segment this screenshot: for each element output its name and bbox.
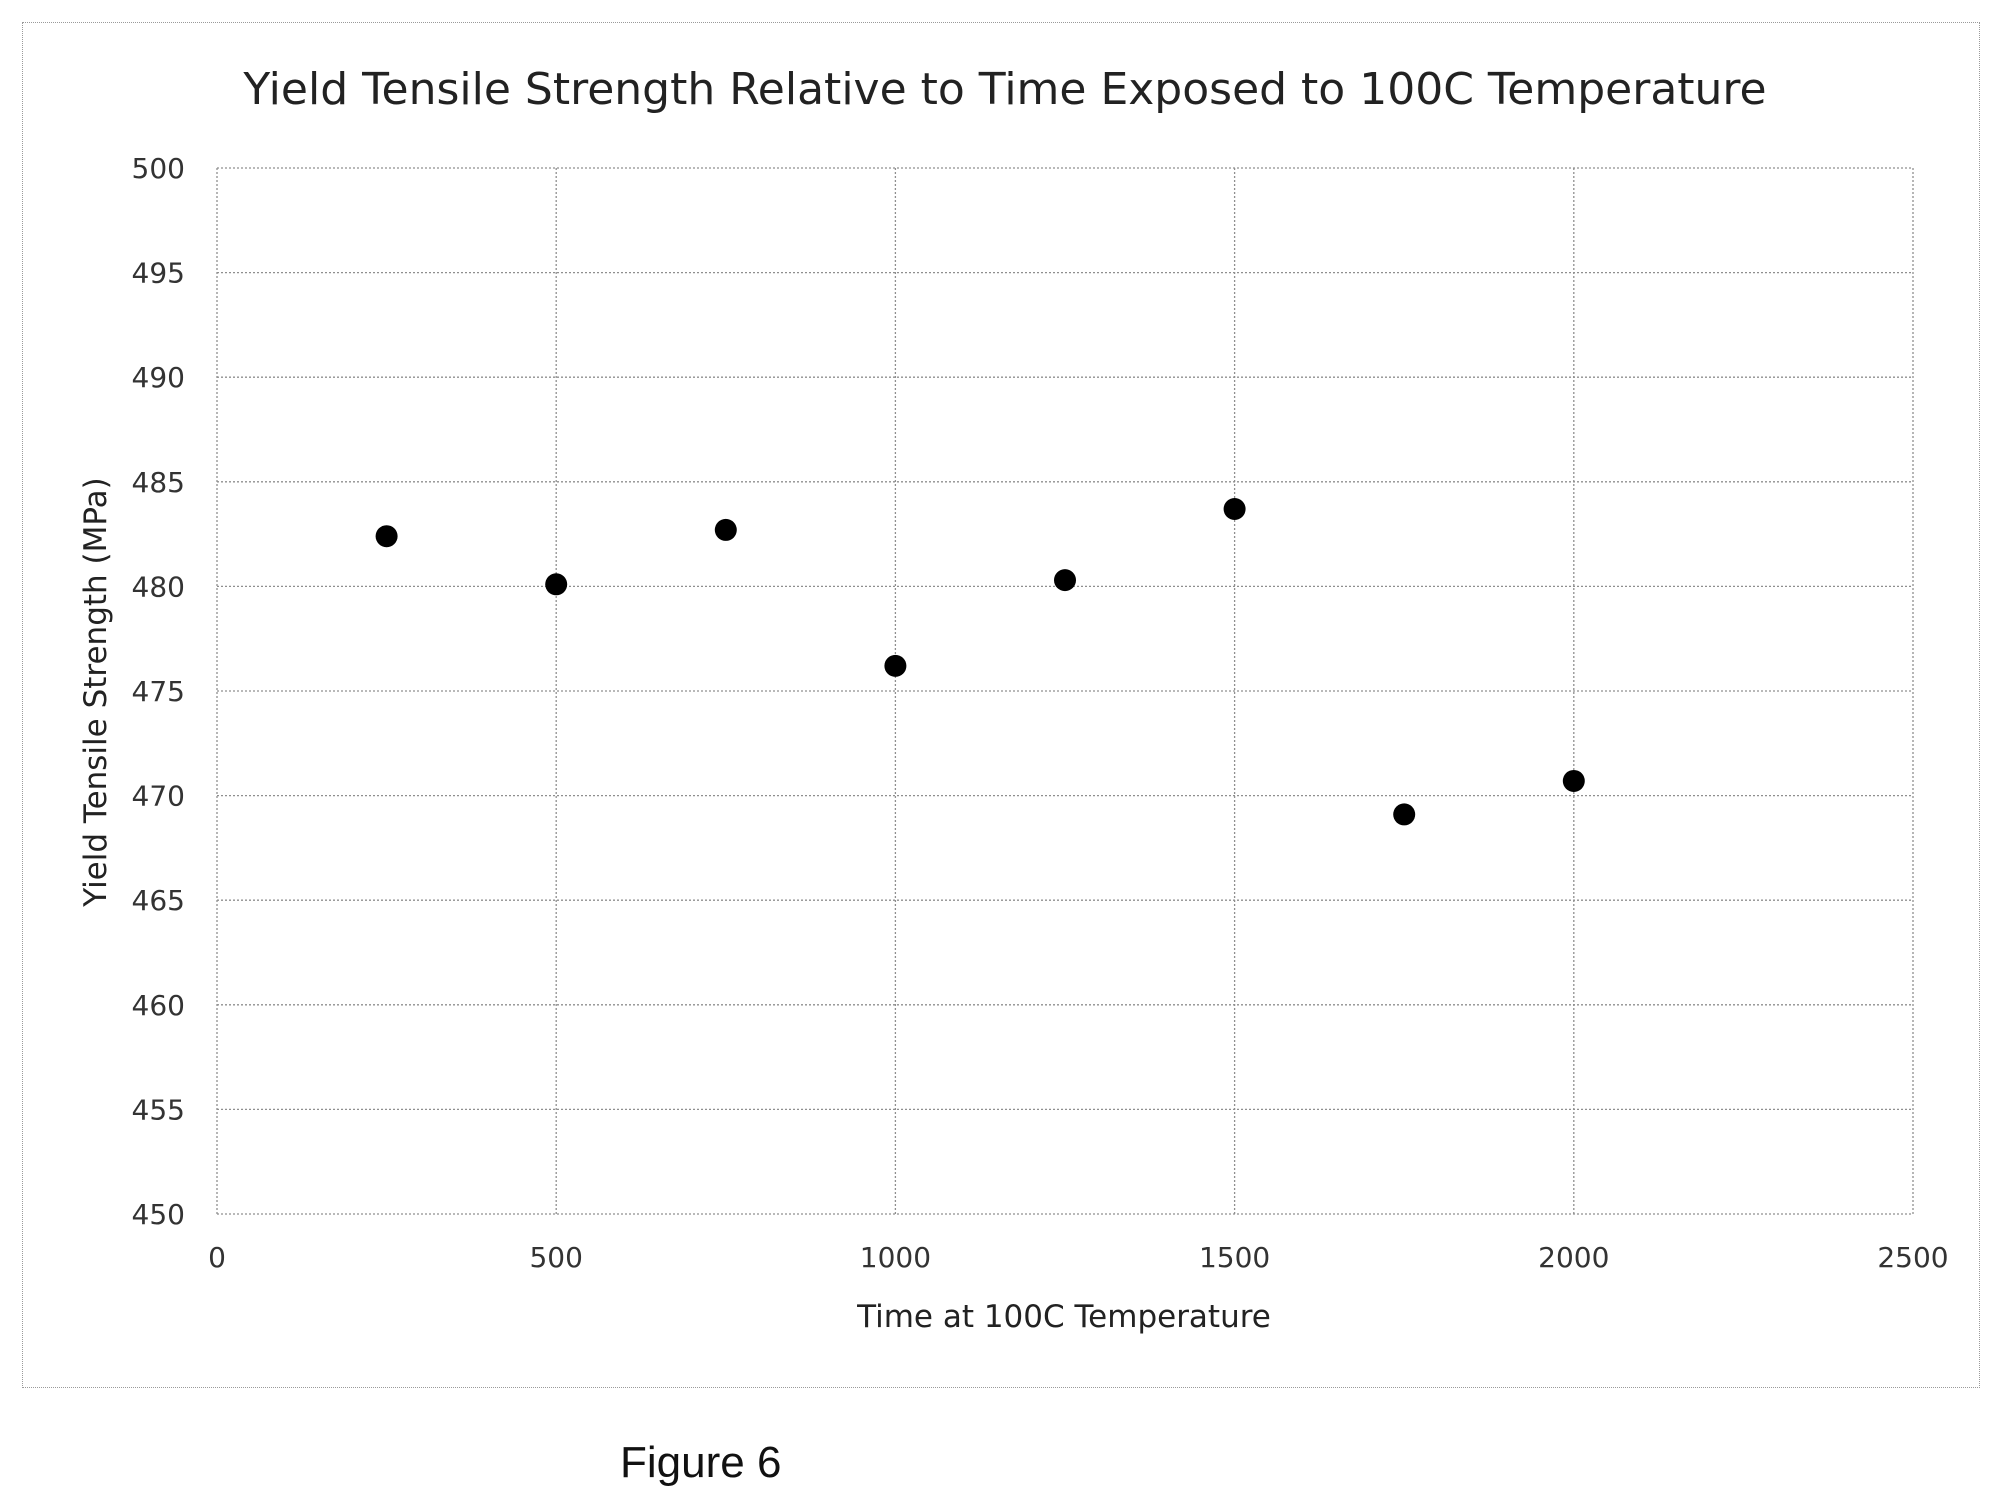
y-tick-label-455: 455: [132, 1093, 185, 1126]
y-axis-title: Yield Tensile Strength (MPa): [78, 477, 114, 908]
data-points: [375, 497, 1585, 826]
data-point-4: [884, 654, 907, 677]
data-point-5: [1054, 569, 1076, 592]
y-tick-label-495: 495: [132, 257, 185, 290]
figure-caption: Figure 6: [620, 1438, 782, 1487]
chart-title: Yield Tensile Strength Relative to Time …: [242, 64, 1766, 115]
data-point-7: [1393, 803, 1416, 826]
y-tick-label-500: 500: [132, 152, 185, 185]
y-axis-tick-labels: 450 455 460 465 470 475 480 485 490 495 500: [132, 152, 185, 1231]
chart-frame: [22, 22, 1980, 1388]
data-point-1: [375, 525, 398, 548]
x-axis-tick-labels: 0 500 1000 1500 2000 2500: [208, 1241, 1949, 1274]
data-point-6: [1223, 497, 1246, 520]
x-tick-label-0: 0: [208, 1241, 226, 1274]
data-point-8: [1562, 769, 1585, 792]
x-tick-label-1500: 1500: [1199, 1241, 1270, 1274]
y-tick-label-475: 475: [132, 675, 185, 708]
y-tick-label-485: 485: [132, 466, 185, 499]
data-point-2: [545, 573, 568, 596]
x-tick-label-1000: 1000: [860, 1241, 931, 1274]
x-tick-label-2000: 2000: [1538, 1241, 1609, 1274]
y-tick-label-480: 480: [132, 570, 185, 603]
y-tick-label-460: 460: [132, 989, 185, 1022]
y-tick-label-465: 465: [132, 884, 185, 917]
x-axis-title: Time at 100C Temperature: [856, 1299, 1271, 1335]
y-tick-label-490: 490: [132, 361, 185, 394]
x-tick-label-2500: 2500: [1877, 1241, 1948, 1274]
y-tick-label-450: 450: [132, 1198, 185, 1231]
grid-lines: [216, 167, 1914, 1215]
x-tick-label-500: 500: [529, 1241, 582, 1274]
data-point-3: [714, 518, 737, 541]
y-tick-label-470: 470: [132, 780, 185, 813]
